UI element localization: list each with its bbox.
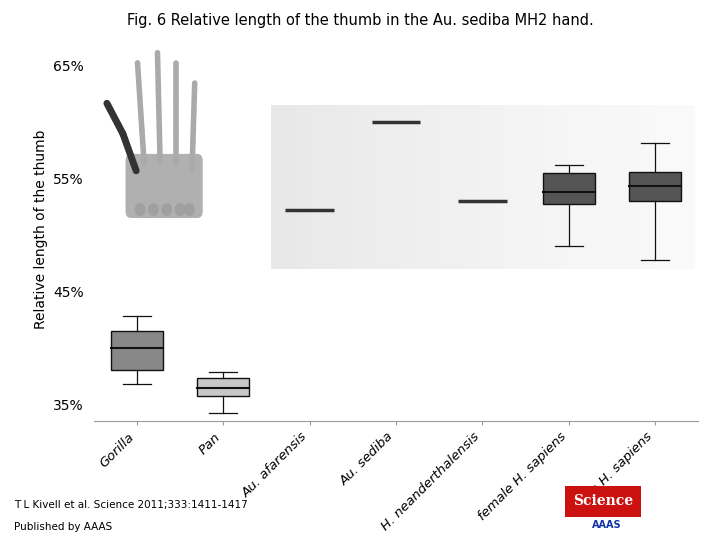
Bar xyxy=(565,517,641,532)
Text: Published by AAAS: Published by AAAS xyxy=(14,522,112,532)
Bar xyxy=(629,172,681,201)
Bar xyxy=(111,331,163,370)
Y-axis label: Relative length of the thumb: Relative length of the thumb xyxy=(34,130,48,329)
Text: Fig. 6 Relative length of the thumb in the Au. sediba MH2 hand.: Fig. 6 Relative length of the thumb in t… xyxy=(127,14,593,29)
Bar xyxy=(197,379,249,396)
Bar xyxy=(543,173,595,204)
Text: AAAS: AAAS xyxy=(592,519,621,530)
Text: T L Kivell et al. Science 2011;333:1411-1417: T L Kivell et al. Science 2011;333:1411-… xyxy=(14,500,248,510)
Text: Science: Science xyxy=(573,494,633,508)
